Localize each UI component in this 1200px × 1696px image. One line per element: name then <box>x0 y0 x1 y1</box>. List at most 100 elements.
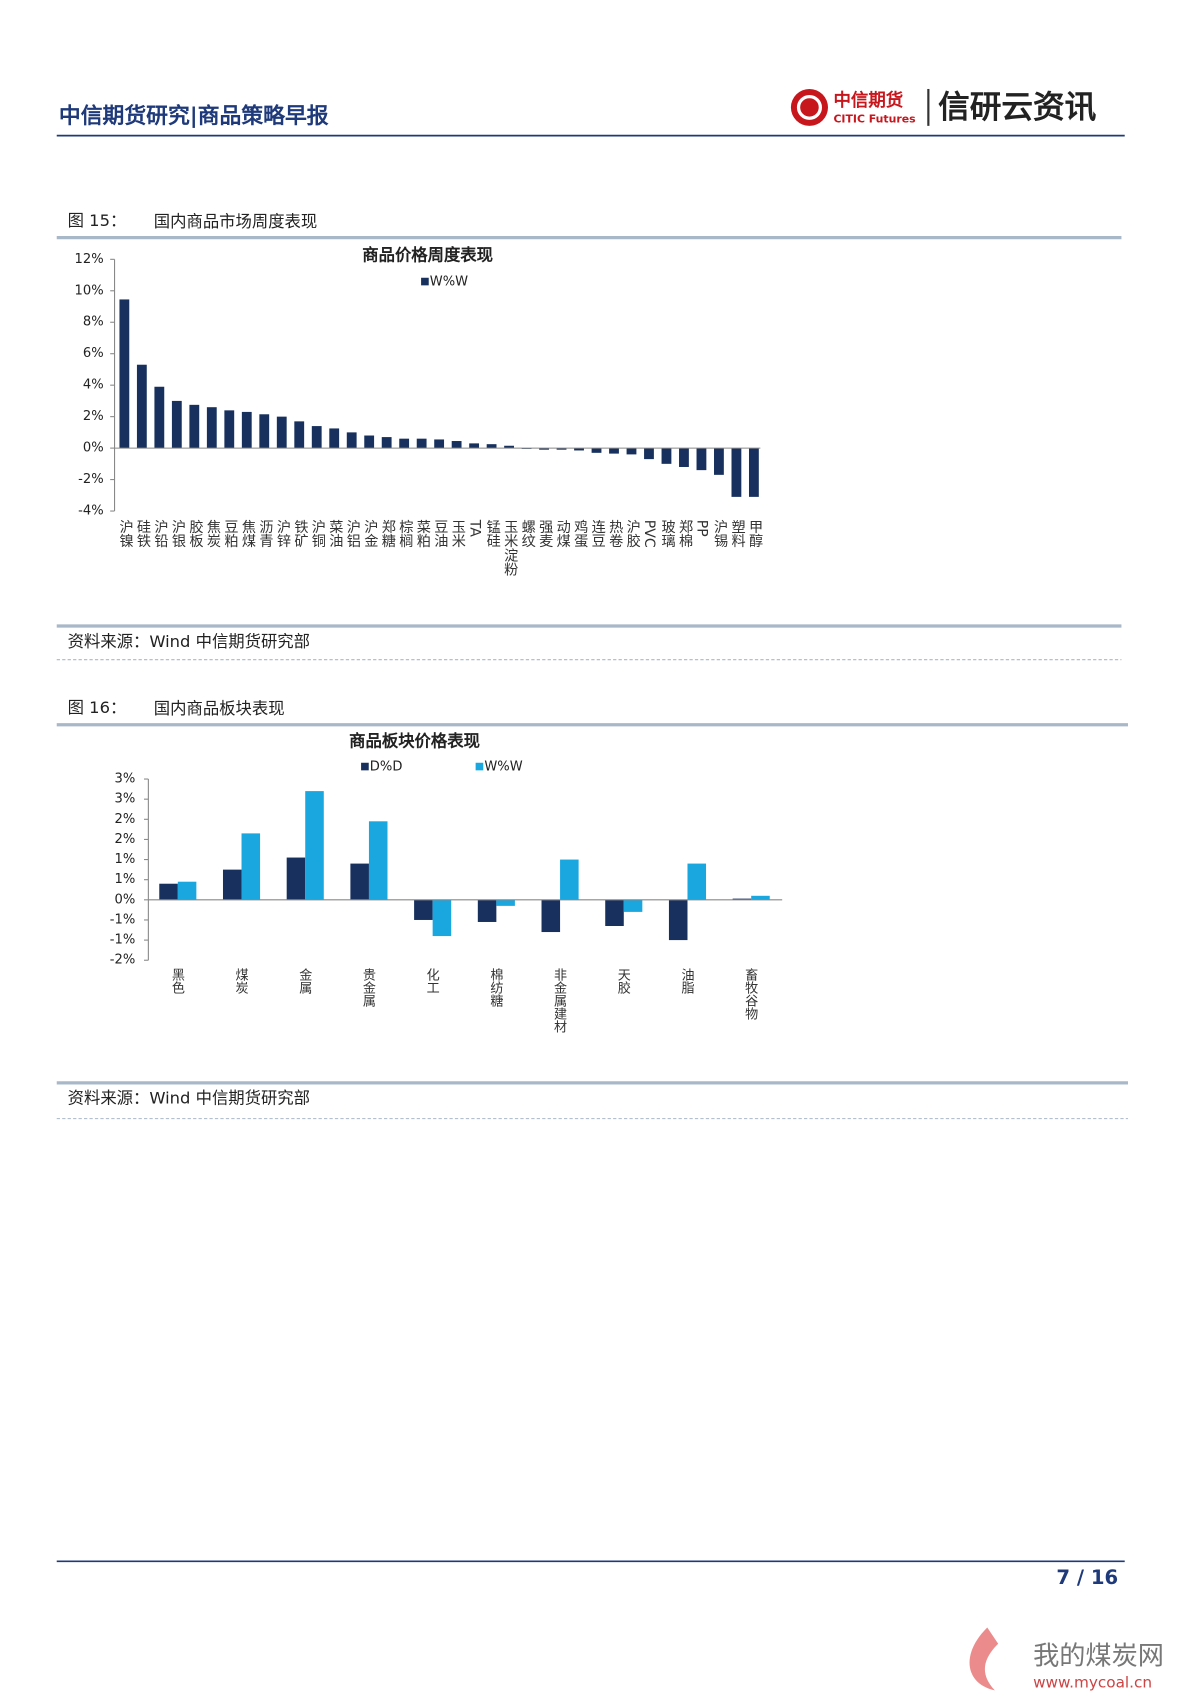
x-tick-label: 锰硅 <box>483 519 500 548</box>
bar <box>605 899 624 926</box>
x-tick-label: 动煤 <box>553 519 570 548</box>
chart-title: 商品板块价格表现 <box>349 732 480 751</box>
x-tick-label: 棉纺糖 <box>488 967 504 1007</box>
bar <box>434 439 445 449</box>
brand-en: CITIC Futures <box>833 112 915 125</box>
x-tick-label: 胶板 <box>186 519 203 548</box>
legend-label: D%D <box>370 760 403 775</box>
bar <box>189 404 200 449</box>
x-tick-label: 非金属建材 <box>552 967 568 1033</box>
bar <box>222 869 242 900</box>
bar <box>574 448 584 451</box>
x-tick-label: PVC <box>640 519 658 548</box>
y-tick-label: -1% <box>110 933 135 948</box>
bar <box>350 863 369 900</box>
bar <box>714 448 724 475</box>
x-tick-label: 金属 <box>297 967 313 994</box>
bar <box>399 438 410 449</box>
x-tick-label: 棕榈 <box>395 519 413 548</box>
y-tick-label: 2% <box>83 409 104 424</box>
y-tick-label: 4% <box>83 378 104 393</box>
bar <box>206 407 217 449</box>
bar <box>609 448 619 454</box>
y-tick-label: 10% <box>75 283 104 298</box>
x-tick-label: 化工 <box>425 967 441 994</box>
bar <box>451 441 462 449</box>
x-tick-label: 沪镍 <box>116 519 133 548</box>
bar <box>496 899 515 906</box>
bar <box>286 857 306 900</box>
watermark-flame <box>969 1627 999 1691</box>
legend-swatch <box>421 277 429 286</box>
bar <box>591 448 602 453</box>
bar <box>504 445 514 449</box>
x-tick-label: 甲醇 <box>745 519 763 548</box>
x-tick-label: 沪胶 <box>623 519 640 548</box>
y-tick-label: -2% <box>78 472 103 487</box>
legend-label: W%W <box>430 275 468 290</box>
x-tick-label: 畜牧谷物 <box>743 967 759 1020</box>
bar <box>381 437 392 449</box>
y-tick-label: 0% <box>83 441 104 456</box>
x-tick-label: 沪金 <box>360 519 378 548</box>
bar <box>560 859 579 900</box>
x-tick-label: 沪锌 <box>273 519 290 548</box>
bar <box>119 299 130 449</box>
figure-source: 资料来源：Wind 中信期货研究部 <box>68 632 310 651</box>
x-tick-label: 塑料 <box>728 519 745 548</box>
bar <box>305 791 324 900</box>
x-tick-label: 强麦 <box>535 519 553 548</box>
y-tick-label: 2% <box>115 812 136 827</box>
legend-swatch <box>361 762 369 771</box>
logo-mark <box>790 88 828 126</box>
bar <box>751 895 770 900</box>
x-tick-label: 玉米 <box>448 519 465 548</box>
figure-caption: 国内商品市场周度表现 <box>154 212 317 231</box>
bar <box>486 444 497 449</box>
logo-ring <box>796 94 822 120</box>
bar <box>732 898 752 900</box>
y-tick-label: 3% <box>115 772 136 787</box>
y-tick-label: 1% <box>115 852 136 867</box>
x-tick-label: 连豆 <box>588 519 605 548</box>
x-tick-label: PP <box>693 519 710 537</box>
x-tick-label: 焦煤 <box>238 519 255 548</box>
x-tick-label: 菜油 <box>326 519 343 548</box>
bar <box>556 448 567 450</box>
x-tick-label: 热卷 <box>605 519 623 548</box>
x-tick-label: 硅铁 <box>133 519 151 548</box>
bar <box>731 448 742 497</box>
y-tick-label: 6% <box>83 346 104 361</box>
x-tick-label: 沪铅 <box>151 519 168 548</box>
x-tick-label: 煤炭 <box>233 967 250 994</box>
legend-swatch <box>475 762 484 771</box>
bar <box>477 899 497 922</box>
y-tick-label: 12% <box>75 252 104 267</box>
x-tick-label: 鸡蛋 <box>570 519 588 548</box>
x-tick-label: 铁矿 <box>291 519 308 548</box>
x-tick-label: 油脂 <box>679 967 696 994</box>
x-tick-label: 螺纹 <box>518 519 535 548</box>
bar <box>541 899 561 933</box>
watermark-url: www.mycoal.cn <box>1033 1673 1152 1691</box>
chart-title: 商品价格周度表现 <box>362 246 493 265</box>
bar <box>346 432 357 449</box>
x-tick-label: 豆油 <box>430 519 448 548</box>
figure-source: 资料来源：Wind 中信期货研究部 <box>68 1089 310 1108</box>
x-tick-label: 黑色 <box>170 967 186 994</box>
bar <box>748 448 759 497</box>
bar <box>679 448 689 467</box>
x-tick-label: 郑棉 <box>675 519 693 548</box>
bar <box>416 438 427 449</box>
y-tick-label: 3% <box>115 792 136 807</box>
figure-label: 图 16： <box>68 698 127 717</box>
bar <box>241 411 252 449</box>
x-tick-label: 豆粕 <box>221 519 238 548</box>
y-tick-label: 1% <box>115 872 136 887</box>
bar <box>159 883 178 900</box>
bar <box>171 400 182 449</box>
bar <box>136 364 147 449</box>
x-tick-label: 沪铝 <box>343 519 360 548</box>
x-tick-label: 沥青 <box>256 519 273 548</box>
